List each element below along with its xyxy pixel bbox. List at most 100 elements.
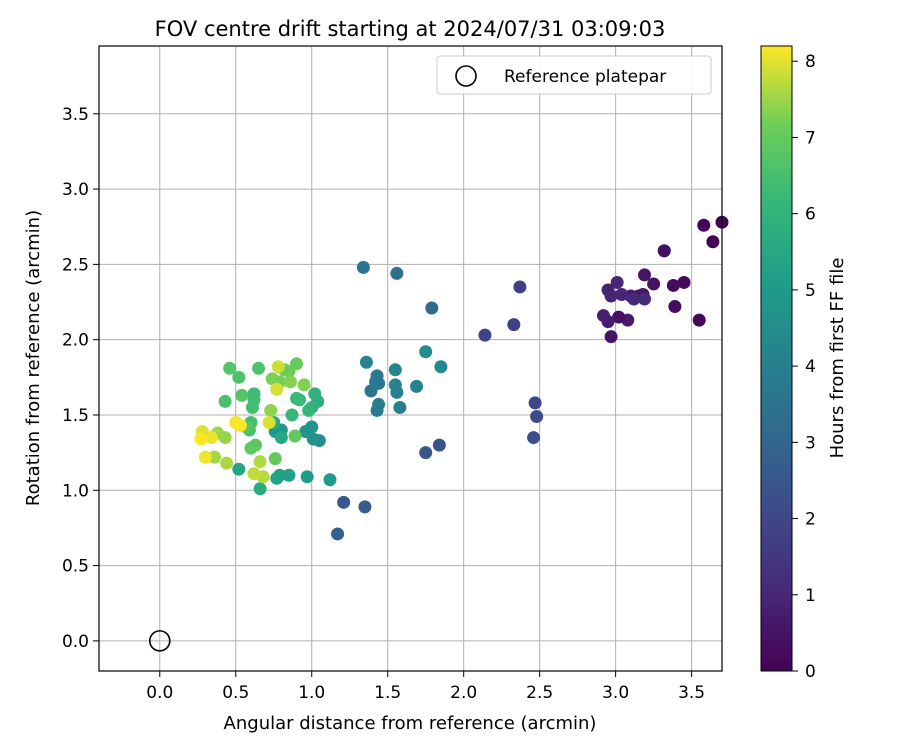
y-tick-label: 1.5: [62, 406, 89, 426]
colorbar-tick-label: 6: [805, 205, 816, 225]
colorbar-tick-label: 2: [805, 510, 816, 530]
colorbar-tick-label: 0: [805, 662, 816, 682]
data-points: [194, 215, 729, 541]
data-point: [270, 471, 284, 485]
data-point: [434, 360, 448, 374]
legend-box: [436, 55, 712, 95]
legend-entry-reference: Reference platepar: [504, 67, 666, 87]
data-point: [359, 355, 373, 369]
data-point: [647, 277, 661, 291]
data-point: [668, 300, 682, 314]
data-point: [677, 275, 691, 289]
data-point: [198, 450, 212, 464]
data-point: [393, 400, 407, 414]
data-point: [697, 218, 711, 232]
data-point: [615, 287, 629, 301]
colorbar-tick-label: 5: [805, 281, 816, 301]
data-point: [612, 310, 626, 324]
data-point: [299, 425, 313, 439]
data-point: [218, 394, 232, 408]
grid: [99, 46, 722, 671]
data-point: [419, 446, 433, 460]
data-point: [331, 527, 345, 541]
data-point: [388, 378, 402, 392]
data-point: [530, 409, 544, 423]
data-point: [244, 441, 258, 455]
colorbar-tick-label: 8: [805, 52, 816, 72]
data-point: [390, 266, 404, 280]
data-point: [293, 393, 307, 407]
data-point: [528, 396, 542, 410]
data-point: [372, 397, 386, 411]
x-tick-label: 3.5: [678, 683, 705, 703]
colorbar: [760, 45, 793, 672]
data-point: [302, 403, 316, 417]
y-axis-label: Rotation from reference (arcmin): [23, 210, 44, 506]
data-point: [283, 375, 297, 389]
plot-frame: [98, 45, 723, 672]
data-point: [638, 268, 652, 282]
x-tick-label: 0.5: [222, 683, 249, 703]
data-point: [706, 235, 720, 249]
data-point: [513, 280, 527, 294]
y-tick-label: 0.5: [62, 557, 89, 577]
data-point: [268, 452, 282, 466]
colorbar-tick-label: 3: [805, 433, 816, 453]
data-point: [232, 370, 246, 384]
data-point: [247, 467, 261, 481]
data-point: [300, 470, 314, 484]
data-point: [252, 361, 266, 375]
y-tick-label: 1.0: [62, 481, 89, 501]
legend: Reference platepar: [436, 55, 712, 95]
y-axis-ticks: 0.0 0.5 1.0 1.5 2.0 2.5 3.0 3.5: [62, 105, 99, 652]
x-tick-label: 2.0: [450, 683, 477, 703]
x-tick-label: 0.0: [146, 683, 173, 703]
data-point: [297, 378, 311, 392]
data-point: [410, 379, 424, 393]
legend-marker-icon: [455, 65, 477, 87]
colorbar-tick-label: 7: [805, 128, 816, 148]
data-point: [507, 318, 521, 332]
data-point: [253, 455, 267, 469]
data-point: [604, 330, 618, 344]
colorbar-tick-label: 4: [805, 357, 816, 377]
y-tick-label: 3.0: [62, 180, 89, 200]
data-point: [388, 363, 402, 377]
data-point: [372, 376, 386, 390]
data-point: [596, 309, 610, 323]
data-point: [233, 419, 247, 433]
data-point: [323, 473, 337, 487]
y-tick-label: 2.0: [62, 331, 89, 351]
data-point: [282, 468, 296, 482]
data-point: [223, 361, 237, 375]
data-point: [337, 495, 351, 509]
data-point: [285, 408, 299, 422]
chart-title: FOV centre drift starting at 2024/07/31 …: [155, 17, 666, 41]
data-point: [274, 431, 288, 445]
colorbar-label: Hours from first FF file: [827, 258, 848, 459]
x-tick-label: 2.5: [526, 683, 553, 703]
y-tick-label: 2.5: [62, 255, 89, 275]
data-point: [425, 301, 439, 315]
x-axis-ticks: 0.0 0.5 1.0 1.5 2.0 2.5 3.0 3.5: [146, 671, 705, 703]
y-tick-label: 3.5: [62, 105, 89, 125]
data-point: [288, 429, 302, 443]
data-point: [604, 289, 618, 303]
colorbar-tick-label: 1: [805, 586, 816, 606]
x-tick-label: 1.5: [374, 683, 401, 703]
data-point: [432, 438, 446, 452]
x-tick-label: 3.0: [602, 683, 629, 703]
data-point: [264, 403, 278, 417]
data-point: [308, 387, 322, 401]
data-point: [204, 431, 218, 445]
data-point: [235, 388, 249, 402]
x-tick-label: 1.0: [298, 683, 325, 703]
data-point: [657, 244, 671, 258]
data-point: [265, 372, 279, 386]
data-point: [220, 456, 234, 470]
data-point: [207, 450, 221, 464]
data-point: [253, 482, 267, 496]
data-point: [270, 382, 284, 396]
data-point: [478, 328, 492, 342]
